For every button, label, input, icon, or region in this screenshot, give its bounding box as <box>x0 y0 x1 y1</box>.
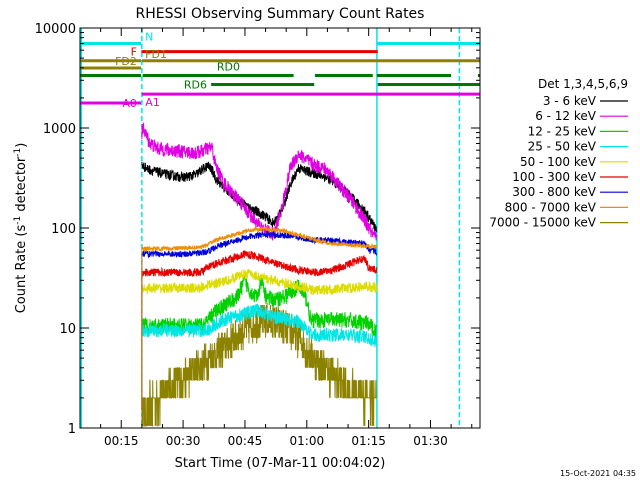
y-axis-label: Count Rate (s-1 detector-1) <box>13 143 29 314</box>
legend-label-4: 50 - 100 keV <box>520 155 597 169</box>
legend-label-2: 12 - 25 keV <box>528 124 597 138</box>
plot-timestamp: 15-Oct-2021 04:35 <box>560 469 636 478</box>
legend-label-3: 25 - 50 keV <box>528 140 597 154</box>
legend-title: Det 1,3,4,5,6,9 <box>538 77 628 91</box>
legend-label-6: 300 - 800 keV <box>512 185 596 199</box>
flag-label-3: FD2 <box>115 55 137 68</box>
series-line-6 <box>141 230 378 259</box>
x-tick-label-0100: 01:00 <box>290 434 325 448</box>
y-tick-label-10: 10 <box>59 322 76 337</box>
x-tick-label-0015: 00:15 <box>104 434 139 448</box>
series-line-3 <box>141 303 378 348</box>
x-tick-label-0115: 01:15 <box>351 434 386 448</box>
flag-label-1: F <box>131 46 137 59</box>
flag-label-6: RD6 <box>184 79 207 92</box>
flag-label-2: FD1 <box>145 48 167 61</box>
x-tick-label-0130: 01:30 <box>413 434 448 448</box>
x-axis-label: Start Time (07-Mar-11 00:04:02) <box>175 456 386 471</box>
series-line-5 <box>141 250 378 278</box>
plot-area <box>80 28 480 428</box>
flag-label-8: A1 <box>145 96 160 109</box>
flag-label-7: A0 <box>122 97 137 110</box>
series-line-4 <box>141 268 378 295</box>
y-tick-label-1: 1 <box>68 422 76 437</box>
flag-label-5: RD0 <box>217 60 240 73</box>
y-tick-label-1000: 1000 <box>43 122 76 137</box>
legend-label-7: 800 - 7000 keV <box>505 200 597 214</box>
y-tick-label-100: 100 <box>51 222 76 237</box>
x-tick-label-0045: 00:45 <box>228 434 263 448</box>
flag-label-0: N <box>145 30 153 43</box>
legend-label-8: 7000 - 15000 keV <box>489 216 596 230</box>
legend-label-0: 3 - 6 keV <box>543 94 597 108</box>
chart-title: RHESSI Observing Summary Count Rates <box>136 6 425 22</box>
series-line-8 <box>141 302 377 427</box>
x-tick-label-0030: 00:30 <box>166 434 201 448</box>
series-line-7 <box>141 226 378 253</box>
y-tick-label-10000: 10000 <box>35 22 76 37</box>
legend-label-1: 6 - 12 keV <box>535 109 597 123</box>
series-line-1 <box>141 122 378 241</box>
legend-label-5: 100 - 300 keV <box>512 170 596 184</box>
